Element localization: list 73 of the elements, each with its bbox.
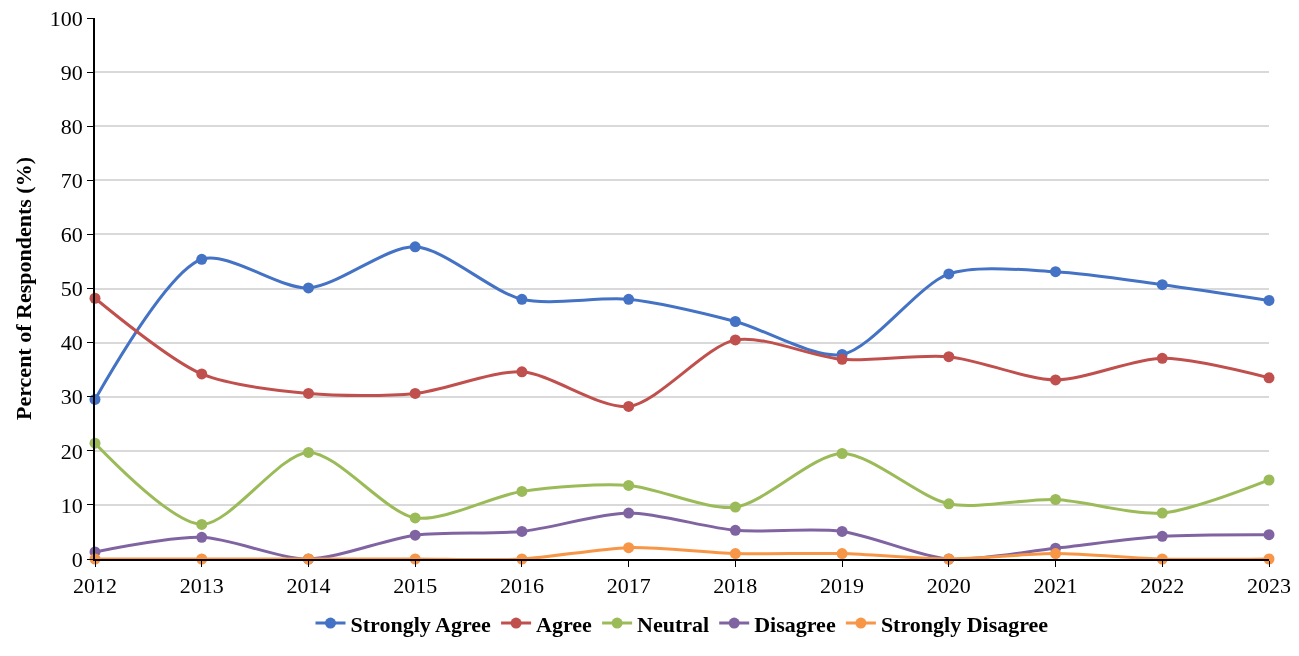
- point: [516, 293, 528, 305]
- point: [623, 400, 635, 412]
- x-tick-label: 2018: [713, 573, 758, 599]
- y-tick-label: 20: [60, 438, 83, 464]
- point: [1263, 474, 1275, 486]
- point: [302, 282, 314, 294]
- point: [516, 485, 528, 497]
- legend-label: Strongly Agree: [350, 611, 492, 637]
- x-tick-label: 2020: [926, 573, 971, 599]
- point: [836, 353, 848, 365]
- legend-label: Neutral: [637, 611, 710, 637]
- x-tick-label: 2014: [286, 573, 331, 599]
- point: [302, 387, 314, 399]
- legend-label: Strongly Disagree: [880, 611, 1049, 637]
- point: [1050, 266, 1062, 278]
- point: [729, 548, 741, 560]
- point: [1263, 372, 1275, 384]
- point: [729, 334, 741, 346]
- x-tick-label: 2023: [1247, 573, 1291, 599]
- point: [196, 368, 208, 380]
- point: [1156, 352, 1168, 364]
- point: [409, 387, 421, 399]
- point: [729, 524, 741, 536]
- x-tick-label: 2015: [393, 573, 438, 599]
- y-tick-label: 50: [60, 276, 83, 302]
- point: [409, 529, 421, 541]
- point: [836, 525, 848, 537]
- point: [409, 241, 421, 253]
- y-tick-label: 70: [60, 168, 83, 193]
- x-tick-label: 2021: [1033, 573, 1078, 599]
- x-tick-label: 2017: [606, 573, 651, 599]
- point: [196, 253, 208, 265]
- point: [1156, 530, 1168, 542]
- x-tick-label: 2019: [820, 573, 865, 599]
- point: [1263, 294, 1275, 306]
- y-tick-label: 0: [71, 546, 83, 572]
- point: [729, 501, 741, 513]
- y-tick-label: 90: [60, 59, 83, 85]
- legend-label: Disagree: [754, 611, 836, 637]
- point: [943, 498, 955, 510]
- x-tick-label: 2022: [1140, 573, 1185, 599]
- point: [623, 479, 635, 491]
- point: [729, 316, 741, 327]
- point: [516, 525, 528, 537]
- x-tick-label: 2012: [73, 573, 117, 599]
- point: [1050, 548, 1062, 560]
- point: [516, 366, 528, 378]
- point: [1156, 279, 1168, 291]
- point: [1263, 529, 1275, 541]
- point: [623, 293, 635, 305]
- point: [196, 531, 208, 543]
- y-tick-label: 100: [49, 5, 83, 31]
- legend-label: Agree: [536, 611, 593, 637]
- point: [1050, 374, 1062, 386]
- y-tick-label: 10: [60, 492, 83, 518]
- x-tick-label: 2016: [499, 573, 544, 599]
- point: [1050, 493, 1062, 505]
- point: [409, 512, 421, 524]
- point: [1156, 507, 1168, 519]
- point: [943, 268, 955, 280]
- point: [623, 507, 635, 519]
- point: [836, 448, 848, 460]
- point: [943, 351, 955, 363]
- point: [302, 446, 314, 458]
- point: [623, 542, 635, 554]
- point: [196, 518, 208, 530]
- y-tick-label: 30: [60, 384, 83, 410]
- y-axis-title: Percent of Respondents (%): [11, 157, 37, 420]
- y-tick-label: 80: [60, 113, 83, 139]
- x-tick-label: 2013: [179, 573, 224, 599]
- y-tick-label: 40: [60, 330, 83, 356]
- point: [836, 548, 848, 560]
- y-tick-label: 60: [60, 222, 83, 248]
